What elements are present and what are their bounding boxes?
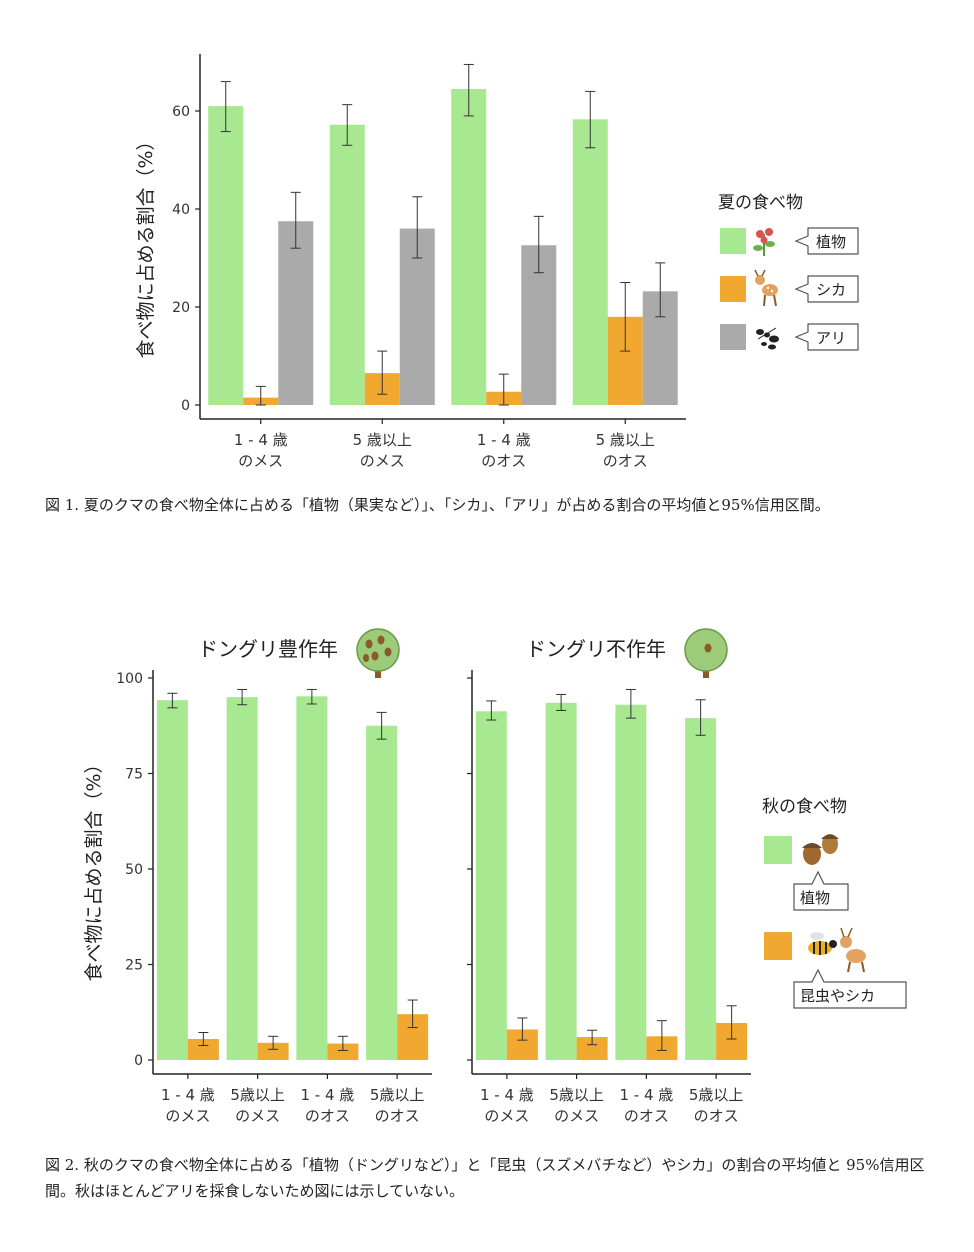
legend-swatch-deer <box>720 276 746 302</box>
ant-icon <box>756 327 779 350</box>
y-tick-label: 20 <box>172 300 190 316</box>
x-tick-label: 5歳以上 <box>230 1086 285 1104</box>
bar <box>576 1037 608 1060</box>
bar <box>615 704 647 1060</box>
y-tick-label: 50 <box>125 862 143 878</box>
x-tick-label: 1 - 4 歳 <box>477 431 531 449</box>
fig1-legend: 夏の食べ物 植物 <box>718 193 859 351</box>
bar <box>278 221 314 405</box>
legend-label-plant: 植物 <box>800 889 830 907</box>
y-tick-label: 40 <box>172 202 190 218</box>
x-tick-label: のオス <box>481 452 526 470</box>
x-tick-label: 5歳以上 <box>549 1086 604 1104</box>
legend-swatch-plant <box>764 836 792 864</box>
bar <box>296 696 328 1060</box>
flower-icon <box>753 228 775 256</box>
x-tick-label: 1 - 4 歳 <box>300 1086 354 1104</box>
legend-label-ant: アリ <box>816 329 846 347</box>
bar <box>257 1042 289 1060</box>
legend-swatch-insect-deer <box>764 932 792 960</box>
x-tick-label: のオス <box>375 1107 420 1125</box>
bar <box>366 725 398 1060</box>
bar <box>475 711 507 1060</box>
x-tick-label: 1 - 4 歳 <box>234 431 288 449</box>
callout-insect-deer: 昆虫やシカ <box>793 968 907 1009</box>
y-tick-label: 0 <box>134 1053 143 1069</box>
bar <box>685 718 717 1060</box>
bar <box>208 106 244 405</box>
x-tick-label: のメス <box>235 1107 280 1125</box>
x-tick-label: のオス <box>305 1107 350 1125</box>
bar <box>451 88 487 405</box>
tree-icon <box>684 628 728 678</box>
fig2-legend: 秋の食べ物 植物 <box>762 797 907 1009</box>
legend-swatch-ant <box>720 324 746 350</box>
y-tick-label: 75 <box>125 767 143 783</box>
x-tick-label: 1 - 4 歳 <box>480 1086 534 1104</box>
x-tick-label: 5歳以上 <box>689 1086 744 1104</box>
y-tick-label: 100 <box>116 671 143 687</box>
wasp-deer-icon <box>808 927 866 973</box>
x-tick-label: のメス <box>554 1107 599 1125</box>
bar <box>187 1038 219 1060</box>
figure1-caption: 図 1. 夏のクマの食べ物全体に占める「植物（果実など）」、「シカ」、「アリ」が… <box>45 496 830 514</box>
panel-title: ドングリ不作年 <box>526 637 666 661</box>
y-tick-label: 60 <box>172 104 190 120</box>
x-tick-label: 5 歳以上 <box>353 431 412 449</box>
callout-ant: アリ <box>794 323 859 351</box>
bar <box>327 1043 359 1060</box>
x-tick-label: のオス <box>694 1107 739 1125</box>
acorn-tree-icon <box>356 628 400 678</box>
fig2-legend-title: 秋の食べ物 <box>762 797 847 817</box>
bar <box>572 119 608 405</box>
y-tick-label: 25 <box>125 958 143 974</box>
x-tick-label: 1 - 4 歳 <box>619 1086 673 1104</box>
legend-swatch-plant <box>720 228 746 254</box>
callout-plant: 植物 <box>793 870 849 911</box>
deer-icon <box>754 269 778 307</box>
legend-label-deer: シカ <box>816 281 846 299</box>
bar <box>545 702 577 1060</box>
x-tick-label: のメス <box>484 1107 529 1125</box>
callout-plant: 植物 <box>794 227 859 255</box>
acorn-icon <box>802 834 839 865</box>
legend-label-plant: 植物 <box>816 233 846 251</box>
fig1-y-axis-label: 食べ物に占める割合（%） <box>135 131 157 358</box>
x-tick-label: 5歳以上 <box>370 1086 425 1104</box>
x-tick-label: のオス <box>603 452 648 470</box>
x-tick-label: のオス <box>624 1107 669 1125</box>
bar <box>226 697 258 1060</box>
bar <box>329 124 365 405</box>
y-tick-label: 0 <box>181 398 190 414</box>
legend-label-insect-deer: 昆虫やシカ <box>800 987 875 1005</box>
figure2-caption: 図 2. 秋のクマの食べ物全体に占める「植物（ドングリなど）」と「昆虫（スズメバ… <box>45 1156 925 1200</box>
fig2-y-axis-label: 食べ物に占める割合（%） <box>83 754 105 981</box>
x-tick-label: 5 歳以上 <box>596 431 655 449</box>
callout-deer: シカ <box>794 275 859 303</box>
x-tick-label: のメス <box>238 452 283 470</box>
bar <box>156 700 188 1060</box>
fig1-legend-title: 夏の食べ物 <box>718 193 803 213</box>
x-tick-label: のメス <box>165 1107 210 1125</box>
panel-title: ドングリ豊作年 <box>198 637 338 661</box>
x-tick-label: 1 - 4 歳 <box>161 1086 215 1104</box>
x-tick-label: のメス <box>360 452 405 470</box>
